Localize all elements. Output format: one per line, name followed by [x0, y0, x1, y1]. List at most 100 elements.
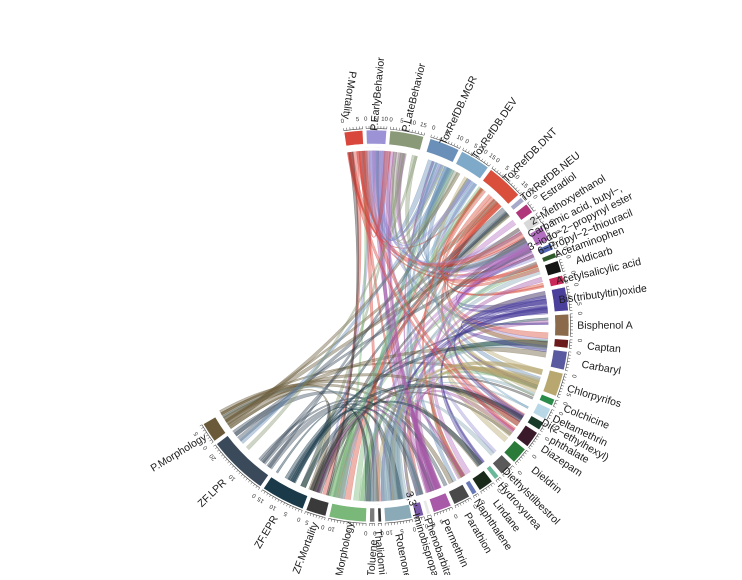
- tick-mark: [211, 442, 213, 443]
- segment-arc: [344, 130, 363, 146]
- tick-label: 0: [564, 255, 571, 261]
- tick-mark: [331, 519, 332, 521]
- tick-mark: [488, 486, 489, 488]
- segment-label: ZF.Mortality: [291, 520, 322, 575]
- tick-label: 0: [364, 117, 368, 123]
- tick-mark: [449, 508, 450, 510]
- tick-mark: [563, 380, 565, 381]
- segment-arc: [448, 484, 469, 504]
- tick-mark: [562, 268, 564, 269]
- segment-label: ToxRefDB.DEV: [470, 96, 520, 162]
- tick-mark: [562, 383, 564, 384]
- tick-mark: [236, 470, 238, 472]
- segment-arc: [306, 497, 329, 516]
- tick-label: 0: [296, 515, 302, 522]
- tick-mark: [230, 464, 232, 466]
- tick-mark: [540, 431, 542, 432]
- tick-label: 0: [574, 351, 580, 356]
- tick-mark: [234, 468, 236, 470]
- tick-mark: [499, 172, 501, 174]
- tick-mark: [221, 455, 223, 457]
- tick-mark: [493, 483, 495, 485]
- tick-mark: [437, 513, 438, 515]
- tick-mark: [440, 512, 441, 514]
- tick-mark: [225, 459, 227, 461]
- tick-mark: [418, 131, 419, 133]
- segment-arc: [472, 470, 492, 490]
- tick-label: 20: [209, 452, 218, 461]
- tick-mark: [325, 518, 326, 520]
- segment-label: ZF.EPR: [252, 513, 281, 551]
- tick-label: 10: [228, 472, 237, 481]
- segment-arc: [550, 350, 567, 370]
- tick-mark: [481, 159, 482, 161]
- tick-mark: [272, 497, 273, 499]
- tick-mark: [457, 145, 458, 147]
- tick-mark: [481, 492, 482, 494]
- tick-mark: [281, 501, 282, 503]
- segment-arc: [366, 130, 387, 144]
- tick-label: 10: [455, 135, 464, 144]
- tick-mark: [305, 512, 306, 514]
- tick-mark: [458, 505, 459, 507]
- tick-mark: [511, 183, 513, 185]
- tick-baseline: [569, 340, 570, 349]
- tick-label: 0: [494, 158, 501, 165]
- tick-mark: [241, 474, 243, 476]
- tick-mark: [424, 133, 425, 135]
- tick-mark: [561, 265, 563, 266]
- tick-mark: [454, 144, 455, 146]
- tick-mark: [534, 210, 536, 211]
- tick-mark: [565, 374, 567, 375]
- tick-label: 10: [385, 529, 393, 536]
- segment-arc: [555, 314, 569, 336]
- tick-mark: [301, 510, 302, 512]
- tick-mark: [239, 472, 241, 474]
- tick-mark: [307, 513, 308, 515]
- tick-mark: [213, 445, 215, 447]
- tick-mark: [310, 514, 311, 516]
- tick-mark: [489, 164, 490, 166]
- tick-mark: [551, 412, 553, 413]
- tick-mark: [434, 514, 435, 516]
- tick-mark: [256, 486, 257, 488]
- tick-mark: [219, 452, 221, 454]
- segment-arc: [539, 394, 554, 406]
- tick-mark: [223, 457, 225, 459]
- tick-mark: [316, 515, 317, 517]
- segment-label: Carbaryl: [581, 359, 622, 378]
- tick-mark: [484, 161, 485, 163]
- tick-mark: [452, 507, 453, 509]
- tick-mark: [267, 493, 268, 495]
- segment-arc: [543, 370, 563, 396]
- tick-mark: [431, 135, 432, 137]
- tick-mark: [556, 400, 558, 401]
- segment-label: ZF.LPR: [196, 477, 230, 510]
- tick-mark: [295, 508, 296, 510]
- tick-mark: [561, 385, 563, 386]
- tick-mark: [564, 377, 566, 378]
- tick-mark: [492, 166, 494, 168]
- tick-mark: [278, 500, 279, 502]
- tick-label: 0: [363, 529, 367, 535]
- tick-mark: [515, 463, 517, 465]
- tick-label: 0: [576, 339, 582, 343]
- segment-label: Bisphenol A: [577, 320, 633, 332]
- tick-mark: [232, 466, 234, 468]
- tick-mark: [460, 503, 461, 505]
- tick-mark: [496, 481, 498, 483]
- tick-mark: [455, 506, 456, 508]
- tick-mark: [552, 409, 554, 410]
- tick-mark: [518, 190, 520, 192]
- tick-mark: [328, 518, 329, 520]
- tick-label: 0: [452, 512, 458, 519]
- tick-mark: [525, 453, 527, 455]
- segment-label: Rotenone: [392, 533, 413, 575]
- tick-mark: [284, 503, 285, 505]
- tick-mark: [473, 496, 474, 498]
- tick-mark: [560, 388, 562, 389]
- tick-mark: [483, 490, 484, 492]
- tick-mark: [258, 488, 259, 490]
- tick-mark: [486, 488, 487, 490]
